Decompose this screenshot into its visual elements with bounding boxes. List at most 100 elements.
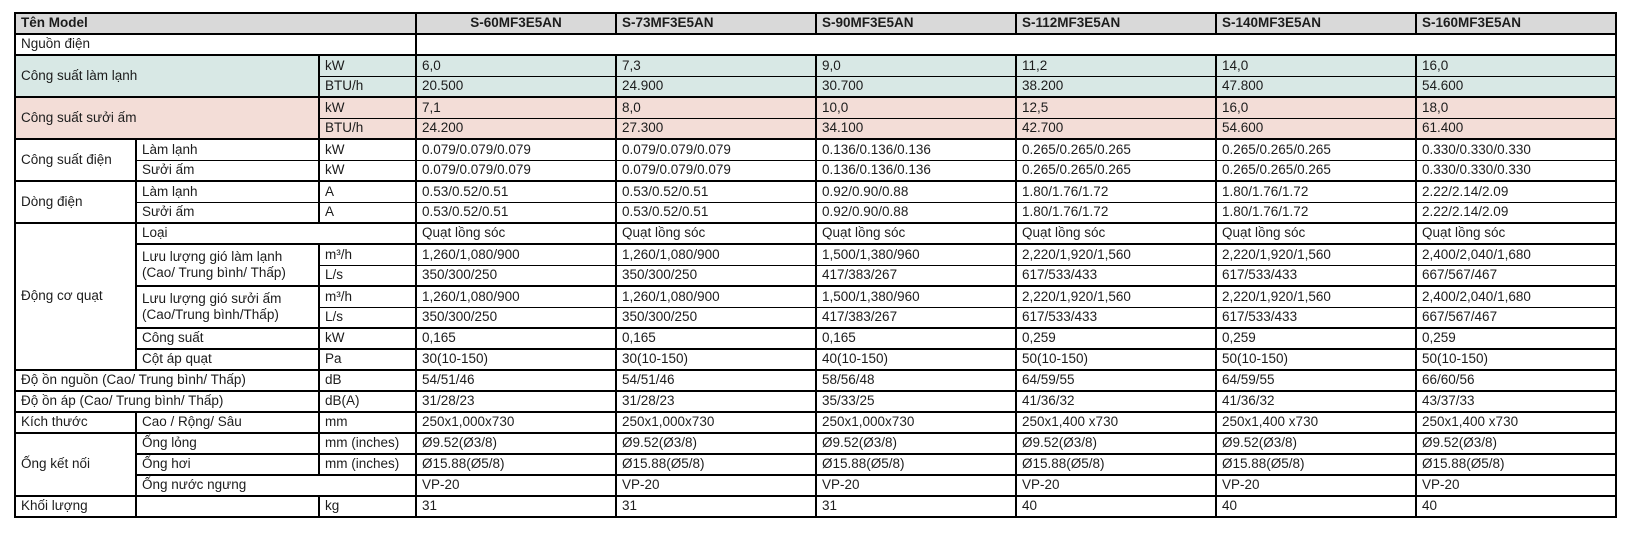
weight-row: Khối lượng kg 31 31 31 40 40 40	[14, 495, 1617, 518]
noise-pressure-label: Độ ồn áp (Cao/ Trung bình/ Thấp)	[14, 390, 320, 413]
current-label: Dòng điện	[14, 180, 137, 224]
current-cooling-row: Dòng điện Làm lạnh A 0.53/0.52/0.51 0.53…	[14, 180, 1617, 224]
fan-pressure-label: Cột áp quạt	[135, 348, 320, 371]
power-input-cooling-row: Công suất điện Làm lạnh kW 0.079/0.079/0…	[14, 138, 1617, 182]
drain-pipe-row: Ống nước ngưng VP-20 VP-20 VP-20 VP-20 V…	[15, 474, 1617, 497]
cooling-btu-value: 20.500	[415, 75, 617, 98]
unit-cell: A	[318, 180, 417, 203]
cooling-btu-value: 30.700	[815, 75, 1017, 98]
current-heating-value: 0.53/0.52/0.51	[615, 201, 817, 224]
fan-type-value: Quạt lồng sóc	[615, 222, 817, 245]
drain-pipe-value: VP-20	[415, 474, 617, 497]
model-header-cell: S-160MF3E5AN	[1415, 12, 1617, 35]
unit-cell: kg	[318, 495, 417, 518]
unit-cell: mm	[318, 411, 417, 434]
power-input-label: Công suất điện	[14, 138, 137, 182]
drain-pipe-value: VP-20	[1215, 474, 1417, 497]
heating-kw-value: 7,1	[415, 96, 617, 119]
model-header-cell: S-90MF3E5AN	[815, 12, 1017, 35]
cooling-kw-value: 14,0	[1215, 54, 1417, 77]
cooling-kw-value: 6,0	[415, 54, 617, 77]
current-cooling-value: 0.53/0.52/0.51	[415, 180, 617, 203]
fan-pressure-value: 30(10-150)	[415, 348, 617, 371]
airflow-heating-ls-value: 350/300/250	[415, 306, 617, 329]
power-cooling-value: 0.079/0.079/0.079	[615, 138, 817, 161]
airflow-heating-label: Lưu lượng gió sưởi ấm (Cao/Trung bình/Th…	[135, 285, 320, 329]
gas-pipe-value: Ø15.88(Ø5/8)	[1015, 453, 1217, 476]
noise-power-value: 54/51/46	[615, 369, 817, 392]
unit-cell: m³/h	[318, 285, 417, 308]
power-heating-value: 0.265/0.265/0.265	[1015, 159, 1217, 182]
pipes-label: Ống kết nối	[14, 432, 137, 497]
drain-pipe-label: Ống nước ngưng	[135, 474, 417, 497]
airflow-heating-ls-value: 667/567/467	[1415, 306, 1617, 329]
heating-kw-value: 12,5	[1015, 96, 1217, 119]
noise-pressure-value: 43/37/33	[1415, 390, 1617, 413]
current-cooling-value: 1.80/1.76/1.72	[1015, 180, 1217, 203]
fan-power-row: Công suất kW 0,165 0,165 0,165 0,259 0,2…	[15, 327, 1617, 350]
dimensions-value: 250x1,000x730	[615, 411, 817, 434]
gas-pipe-value: Ø15.88(Ø5/8)	[615, 453, 817, 476]
gas-pipe-value: Ø15.88(Ø5/8)	[1415, 453, 1617, 476]
fan-type-value: Quạt lồng sóc	[1215, 222, 1417, 245]
noise-pressure-row: Độ ồn áp (Cao/ Trung bình/ Thấp) dB(A) 3…	[14, 390, 1617, 413]
dimensions-row: Kích thước Cao / Rộng/ Sâu mm 250x1,000x…	[14, 411, 1617, 434]
airflow-heating-ls-value: 350/300/250	[615, 306, 817, 329]
airflow-cooling-m3h-value: 2,220/1,920/1,560	[1015, 243, 1217, 266]
gas-pipe-label: Ống hơi	[135, 453, 320, 476]
fan-type-value: Quạt lồng sóc	[1415, 222, 1617, 245]
noise-pressure-value: 41/36/32	[1215, 390, 1417, 413]
drain-pipe-value: VP-20	[1415, 474, 1617, 497]
unit-cell: kW	[318, 96, 417, 119]
weight-value: 31	[615, 495, 817, 518]
airflow-cooling-m3h-row: Lưu lượng gió làm lạnh (Cao/ Trung bình/…	[15, 243, 1617, 287]
noise-power-value: 64/59/55	[1215, 369, 1417, 392]
weight-value: 31	[815, 495, 1017, 518]
cooling-capacity-btu-row: BTU/h 20.500 24.900 30.700 38.200 47.800…	[15, 75, 1617, 98]
liquid-pipe-value: Ø9.52(Ø3/8)	[1015, 432, 1217, 455]
cooling-kw-value: 9,0	[815, 54, 1017, 77]
dimensions-value: 250x1,000x730	[815, 411, 1017, 434]
fan-power-value: 0,259	[1415, 327, 1617, 350]
sub-label-heating: Sưởi ấm	[135, 159, 320, 182]
cooling-btu-value: 54.600	[1415, 75, 1617, 98]
power-heating-value: 0.265/0.265/0.265	[1215, 159, 1417, 182]
airflow-heating-m3h-value: 1,500/1,380/960	[815, 285, 1017, 308]
current-cooling-value: 0.53/0.52/0.51	[615, 180, 817, 203]
cooling-btu-value: 24.900	[615, 75, 817, 98]
unit-cell: dB	[318, 369, 417, 392]
gas-pipe-value: Ø15.88(Ø5/8)	[815, 453, 1017, 476]
cooling-kw-value: 7,3	[615, 54, 817, 77]
current-heating-value: 1.80/1.76/1.72	[1215, 201, 1417, 224]
weight-value: 40	[1215, 495, 1417, 518]
gas-pipe-value: Ø15.88(Ø5/8)	[1215, 453, 1417, 476]
airflow-cooling-ls-value: 617/533/433	[1015, 264, 1217, 287]
cooling-capacity-label: Công suất làm lạnh	[14, 54, 320, 98]
liquid-pipe-value: Ø9.52(Ø3/8)	[815, 432, 1017, 455]
current-heating-value: 0.53/0.52/0.51	[415, 201, 617, 224]
gas-pipe-row: Ống hơi mm (inches) Ø15.88(Ø5/8) Ø15.88(…	[15, 453, 1617, 476]
fan-power-value: 0,259	[1215, 327, 1417, 350]
drain-pipe-value: VP-20	[615, 474, 817, 497]
airflow-cooling-m3h-value: 2,220/1,920/1,560	[1215, 243, 1417, 266]
heating-btu-value: 34.100	[815, 117, 1017, 140]
unit-cell: A	[318, 201, 417, 224]
unit-cell: kW	[318, 54, 417, 77]
airflow-cooling-ls-value: 417/383/267	[815, 264, 1017, 287]
power-input-heating-row: Sưởi ấm kW 0.079/0.079/0.079 0.079/0.079…	[15, 159, 1617, 182]
power-cooling-value: 0.265/0.265/0.265	[1015, 138, 1217, 161]
heating-kw-value: 16,0	[1215, 96, 1417, 119]
model-header-cell: S-60MF3E5AN	[415, 12, 617, 35]
dimensions-value: 250x1,000x730	[415, 411, 617, 434]
fan-type-label: Loại	[135, 222, 417, 245]
gas-pipe-value: Ø15.88(Ø5/8)	[415, 453, 617, 476]
weight-label: Khối lượng	[14, 495, 137, 518]
noise-power-value: 66/60/56	[1415, 369, 1617, 392]
unit-cell: mm (inches)	[318, 432, 417, 455]
weight-value: 40	[1015, 495, 1217, 518]
power-source-value	[415, 33, 1617, 56]
fan-type-row: Động cơ quạt Loại Quạt lồng sóc Quạt lồn…	[14, 222, 1617, 371]
power-heating-value: 0.079/0.079/0.079	[615, 159, 817, 182]
fan-power-value: 0,165	[815, 327, 1017, 350]
heating-btu-value: 54.600	[1215, 117, 1417, 140]
